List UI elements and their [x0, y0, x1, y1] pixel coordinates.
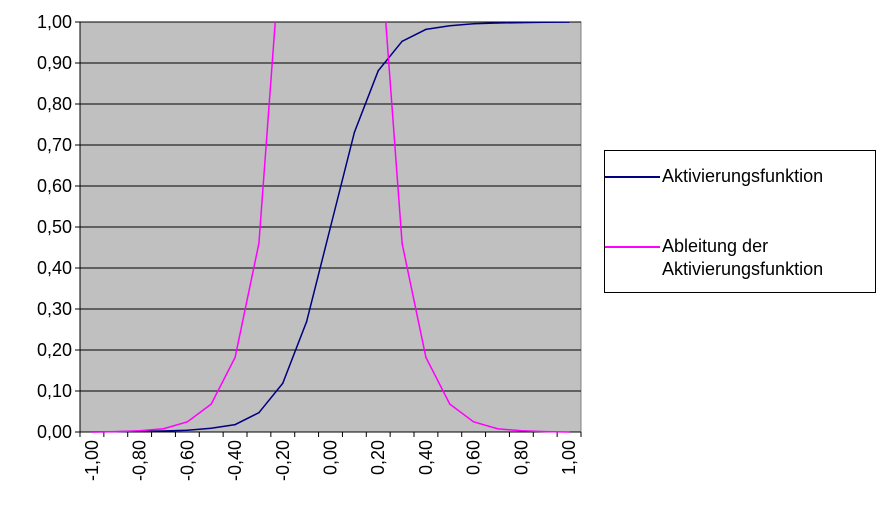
data-point — [544, 22, 546, 24]
legend-label-ableitung: Ableitung der Aktivierungsfunktion — [662, 236, 824, 279]
series-layer — [91, 22, 570, 433]
x-tick-label: 0,60 — [464, 440, 484, 475]
x-tick-label: 0,20 — [368, 440, 388, 475]
data-point — [186, 429, 189, 431]
legend-swatch-aktivierungsfunktion — [605, 176, 660, 178]
legend-swatch-ableitung — [605, 246, 660, 248]
data-point — [425, 356, 427, 359]
data-point — [234, 356, 236, 359]
data-point — [234, 423, 236, 426]
data-point — [305, 320, 308, 323]
data-point — [210, 403, 212, 405]
data-point — [568, 22, 570, 23]
legend-item-ableitung: Ableitung der Aktivierungsfunktion — [605, 235, 823, 281]
data-point — [425, 28, 427, 31]
data-point — [472, 23, 475, 25]
gridlines — [80, 21, 581, 392]
data-point — [472, 421, 475, 423]
data-point — [162, 427, 165, 430]
data-point — [115, 430, 117, 433]
y-tick-label: 1,00 — [37, 12, 72, 32]
series-line — [91, 22, 570, 433]
data-point — [186, 421, 189, 423]
x-tick-label: -0,20 — [273, 440, 293, 481]
data-point — [138, 430, 141, 432]
x-tick-label: 1,00 — [559, 440, 579, 475]
data-point — [210, 427, 212, 430]
y-tick-label: 0,30 — [37, 299, 72, 319]
data-point — [282, 382, 284, 384]
data-point — [258, 411, 260, 414]
x-tick-label: 0,40 — [416, 440, 436, 475]
y-tick-labels: 0,00 0,10 0,20 0,30 0,40 0,50 0,60 0,70 0,80 0,90… — [37, 12, 72, 442]
y-tick-label: 0,50 — [37, 217, 72, 237]
data-point — [401, 242, 403, 245]
series-1 — [91, 22, 570, 433]
data-point — [568, 431, 570, 433]
data-point — [401, 40, 403, 43]
legend: Aktivierungsfunktion Ableitung der Aktiv… — [604, 150, 876, 293]
x-tick-label: -0,40 — [225, 440, 245, 481]
data-point — [449, 403, 451, 405]
data-point — [520, 430, 523, 432]
y-tick-label: 0,10 — [37, 381, 72, 401]
x-tick-labels: -1,00 -0,80 -0,60 -0,40 -0,20 0,00 0,20 0,40 0,6… — [82, 440, 579, 481]
x-tick-label: 0,80 — [511, 440, 531, 475]
y-tick-label: 0,70 — [37, 135, 72, 155]
data-point — [377, 70, 379, 72]
y-tick-label: 0,00 — [37, 422, 72, 442]
data-point — [496, 427, 499, 430]
y-tick-label: 0,80 — [37, 94, 72, 114]
data-point — [544, 430, 546, 433]
data-point — [449, 24, 451, 27]
y-tick-label: 0,90 — [37, 53, 72, 73]
x-tick-label: -0,60 — [177, 440, 197, 481]
data-point — [329, 226, 332, 228]
y-tick-label: 0,60 — [37, 176, 72, 196]
axes — [75, 21, 582, 437]
x-tick-label: 0,00 — [321, 440, 341, 475]
y-tick-label: 0,20 — [37, 340, 72, 360]
legend-item-aktivierungsfunktion: Aktivierungsfunktion — [605, 165, 823, 188]
data-point — [520, 22, 523, 24]
data-point — [162, 430, 165, 432]
x-tick-label: -1,00 — [82, 440, 102, 481]
legend-label-aktivierungsfunktion: Aktivierungsfunktion — [662, 166, 824, 186]
x-tick-label: -0,80 — [130, 440, 150, 481]
data-point — [258, 242, 260, 245]
data-point — [91, 431, 93, 433]
data-point — [496, 22, 499, 24]
y-tick-label: 0,40 — [37, 258, 72, 278]
data-point — [353, 131, 356, 134]
